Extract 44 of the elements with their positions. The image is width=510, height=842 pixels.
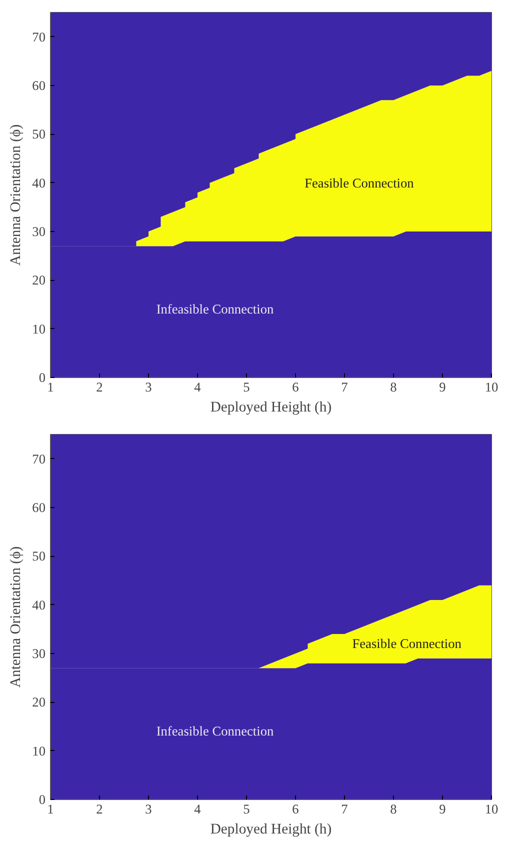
x-tick-label: 8 <box>390 380 398 394</box>
y-tick-label: 70 <box>32 451 46 466</box>
y-tick-label: 70 <box>32 29 46 44</box>
y-tick-label: 60 <box>32 78 46 93</box>
annotation: Feasible Connection <box>352 636 462 652</box>
x-tick-label: 4 <box>194 802 202 816</box>
x-tick-label: 7 <box>341 802 348 816</box>
x-axis-title: Deployed Height (h) <box>210 400 332 416</box>
y-tick-label: 30 <box>32 224 46 239</box>
y-tick-label: 20 <box>32 272 46 288</box>
x-tick-label: 8 <box>390 802 398 816</box>
y-tick-label: 0 <box>38 370 46 385</box>
x-tick-label: 5 <box>243 802 250 816</box>
x-tick-label: 2 <box>96 802 103 816</box>
y-tick-label: 60 <box>32 500 46 515</box>
x-tick-label: 9 <box>439 380 446 394</box>
x-tick-label: 6 <box>292 802 300 816</box>
y-axis-title: Antenna Orientation (ϕ) <box>8 546 24 688</box>
x-tick-label: 10 <box>484 802 498 816</box>
x-tick-label: 6 <box>292 380 300 394</box>
x-tick-label: 3 <box>145 380 152 394</box>
annotation: Feasible Connection <box>304 175 414 190</box>
x-tick-label: 9 <box>439 802 446 816</box>
x-tick-label: 5 <box>243 380 250 394</box>
x-tick-label: 4 <box>194 380 202 394</box>
y-tick-label: 50 <box>32 126 46 142</box>
y-tick-label: 40 <box>32 175 46 190</box>
y-tick-label: 50 <box>32 548 46 564</box>
y-tick-label: 10 <box>32 743 46 758</box>
x-tick-label: 1 <box>47 380 54 394</box>
x-tick-label: 7 <box>341 380 348 394</box>
x-tick-label: 10 <box>484 380 498 394</box>
annotation: Infeasible Connection <box>156 724 274 739</box>
y-axis-title: Antenna Orientation (ϕ) <box>8 124 24 266</box>
x-tick-label: 1 <box>47 802 54 816</box>
y-tick-label: 20 <box>32 694 46 710</box>
y-tick-label: 0 <box>38 792 46 807</box>
y-tick-label: 10 <box>32 321 46 336</box>
annotation: Infeasible Connection <box>156 302 274 317</box>
y-tick-label: 30 <box>32 646 46 661</box>
x-axis-title: Deployed Height (h) <box>210 822 332 838</box>
x-tick-label: 3 <box>145 802 152 816</box>
x-tick-label: 2 <box>96 380 103 394</box>
y-tick-label: 40 <box>32 597 46 612</box>
